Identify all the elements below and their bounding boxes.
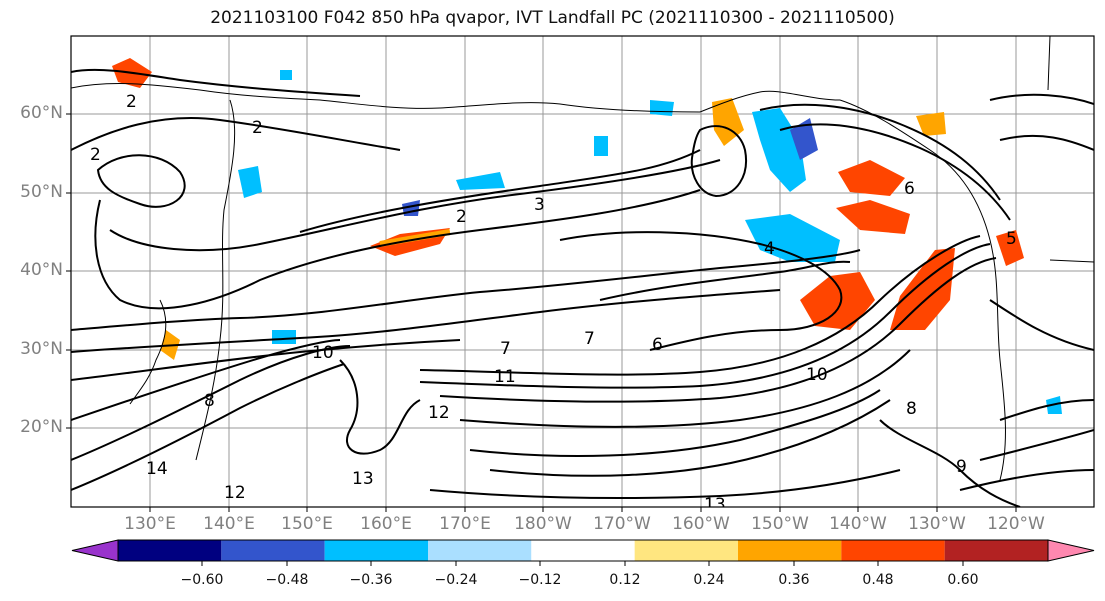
contour-label: 5 <box>1006 229 1017 249</box>
lon-label-150w: 150°W <box>751 514 809 534</box>
lon-label-170e: 170°E <box>439 514 491 534</box>
lon-label-150e: 150°E <box>281 514 333 534</box>
contour-label: 7 <box>500 339 511 359</box>
colorbar-tick-label: 0.24 <box>693 572 725 588</box>
contour-label: 8 <box>906 399 917 419</box>
colorbar-tick-label: −0.36 <box>349 572 393 588</box>
contour-label: 6 <box>904 179 915 199</box>
lon-label-120w: 120°W <box>987 514 1045 534</box>
lon-label-160e: 160°E <box>360 514 412 534</box>
contour-label: 2 <box>252 118 263 138</box>
colorbar-tick-label: −0.60 <box>180 572 224 588</box>
colorbar-tick-label: −0.48 <box>265 572 309 588</box>
contour-label: 10 <box>312 343 334 363</box>
colorbar-tick-label: 0.60 <box>947 572 979 588</box>
lon-label-140e: 140°E <box>203 514 255 534</box>
lat-label-50n: 50°N <box>20 182 63 202</box>
contour-label: 4 <box>764 239 775 259</box>
lat-label-60n: 60°N <box>20 103 63 123</box>
lat-label-20n: 20°N <box>20 417 63 437</box>
lon-label-140w: 140°W <box>829 514 887 534</box>
lat-label-30n: 30°N <box>20 339 63 359</box>
contour-label: 10 <box>806 365 828 385</box>
gridlines <box>71 36 1094 507</box>
colorbar-tick-label: 0.12 <box>609 572 641 588</box>
lat-label-40n: 40°N <box>20 260 63 280</box>
lon-label-130w: 130°W <box>908 514 966 534</box>
contour-label: 2 <box>126 92 137 112</box>
contour-label: 14 <box>146 459 168 479</box>
qvapor-shading <box>112 58 1062 414</box>
contour-label: 7 <box>584 329 595 349</box>
colorbar-tick-label: 0.48 <box>862 572 894 588</box>
lon-label-130e: 130°E <box>124 514 176 534</box>
contour-label: 6 <box>652 335 663 355</box>
contour-label: 2 <box>456 207 467 227</box>
lon-label-170w: 170°W <box>593 514 651 534</box>
contour-label: 11 <box>494 367 516 387</box>
map-title: 2021103100 F042 850 hPa qvapor, IVT Land… <box>210 8 895 28</box>
coastlines <box>71 36 1094 481</box>
contour-labels: 2 2 2 2 3 6 10 10 7 11 12 13 13 12 14 5 … <box>90 92 1017 515</box>
lon-label-180w: 180°W <box>514 514 572 534</box>
contour-label: 3 <box>534 195 545 215</box>
lon-label-160w: 160°W <box>672 514 730 534</box>
colorbar-tick-label: −0.12 <box>518 572 562 588</box>
contour-label: 13 <box>352 469 374 489</box>
contour-label: 8 <box>204 391 215 411</box>
contour-label: 13 <box>704 495 726 515</box>
colorbar-tick-label: 0.36 <box>778 572 810 588</box>
colorbar-tick-label: −0.24 <box>434 572 478 588</box>
axis-ticks <box>66 113 1017 512</box>
contour-label: 12 <box>428 403 450 423</box>
contour-label: 9 <box>956 457 967 477</box>
contour-label: 2 <box>90 145 101 165</box>
contour-label: 12 <box>224 483 246 503</box>
ivt-contours <box>71 68 1094 507</box>
